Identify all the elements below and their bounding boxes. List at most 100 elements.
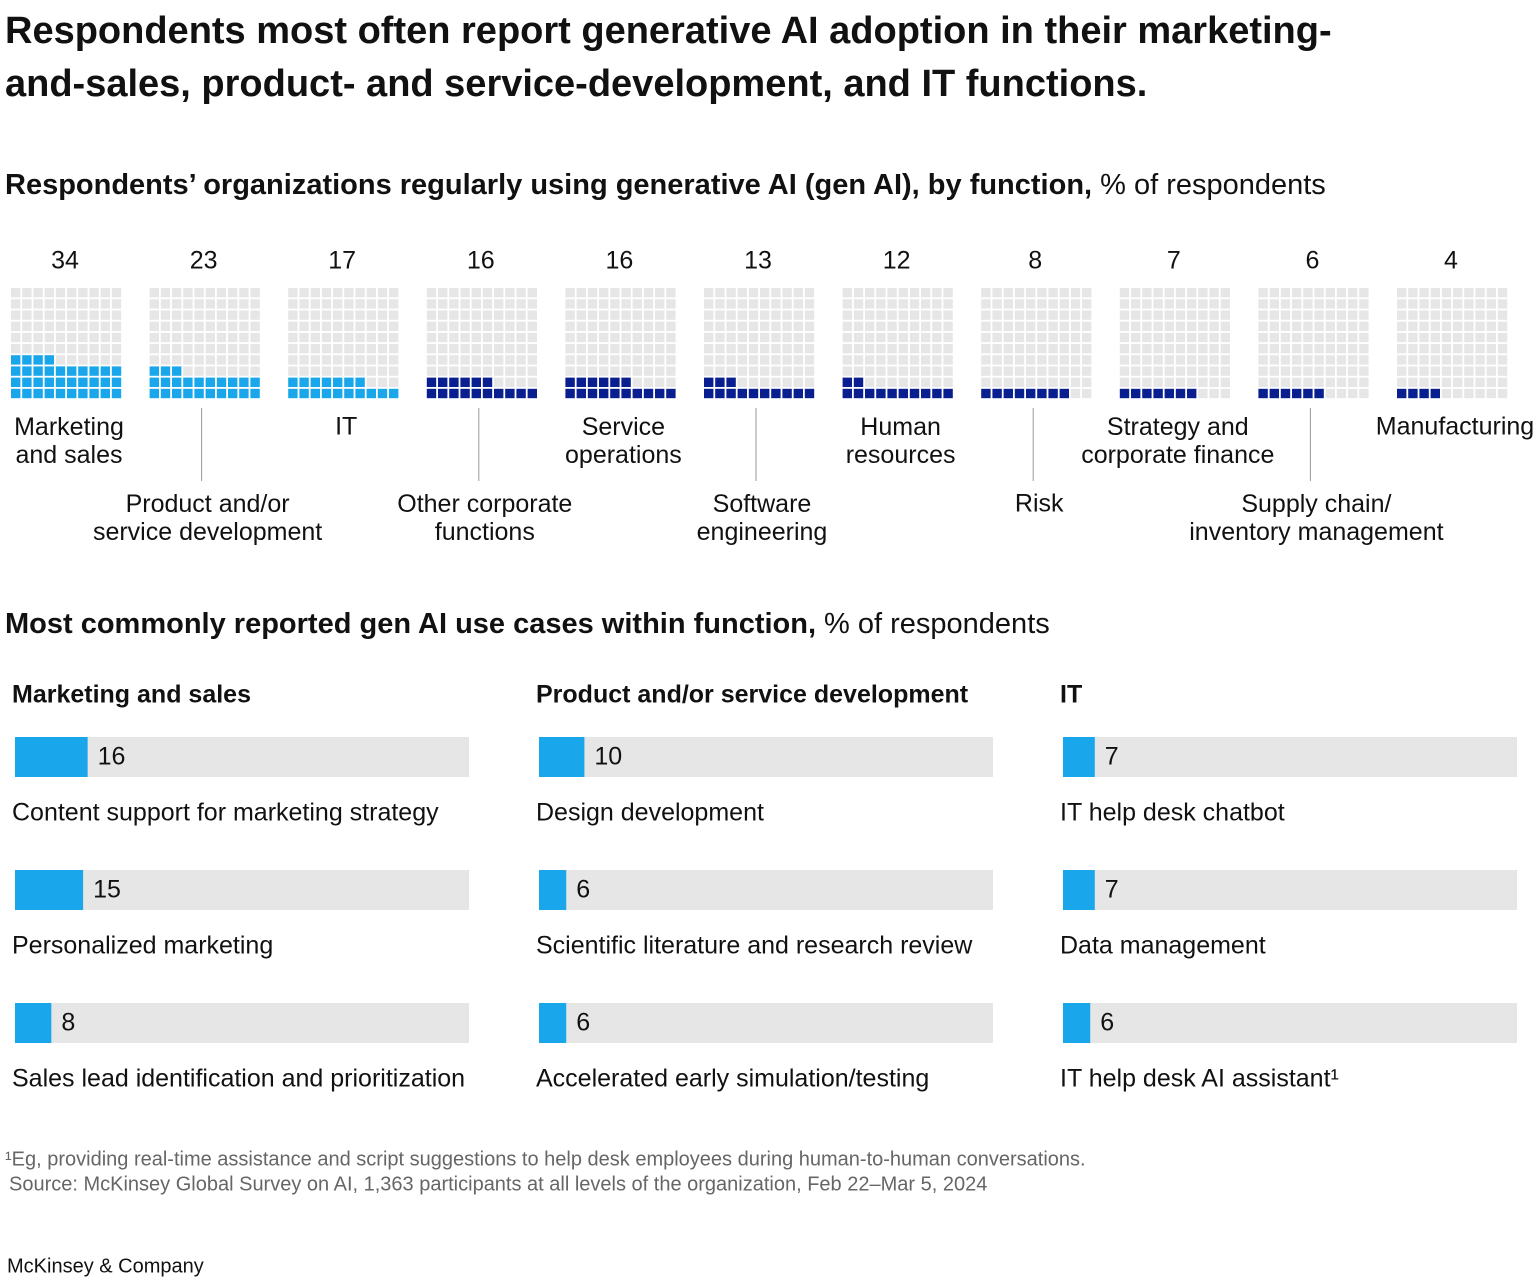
waffle-cell [160, 288, 171, 298]
waffle-cell [909, 366, 920, 376]
waffle-cell [1164, 299, 1174, 309]
waffle-cell-filled [599, 388, 609, 399]
waffle-cell [704, 299, 714, 309]
waffle-cell [355, 344, 365, 354]
waffle-cell [1453, 388, 1463, 399]
waffle-cell [748, 366, 759, 376]
bar-track [539, 1003, 993, 1043]
waffle-cell [366, 377, 376, 387]
waffle-cell [1497, 344, 1508, 354]
waffle-cell [1464, 332, 1474, 343]
waffle-cell [1397, 321, 1407, 331]
waffle-cell [89, 355, 99, 365]
waffle-cell [943, 355, 953, 365]
waffle-cell [471, 332, 481, 343]
waffle-cell-filled [909, 388, 920, 399]
waffle-cell-filled [239, 388, 249, 399]
waffle-cell [1430, 310, 1440, 320]
waffle-cell [355, 355, 365, 365]
waffle-cell [587, 288, 598, 298]
waffle-cell-filled [250, 388, 260, 399]
waffle-cell [1464, 388, 1474, 399]
waffle-cell-filled [655, 388, 665, 399]
waffle-cell [726, 288, 736, 298]
waffle-cell [1325, 377, 1335, 387]
waffle-cell [804, 299, 815, 309]
waffle-cell [194, 310, 204, 320]
waffle-cell [865, 344, 875, 354]
waffle-cell [22, 332, 32, 343]
waffle-cell [1397, 344, 1407, 354]
waffle-cell [1164, 332, 1174, 343]
waffle-cell [1408, 310, 1418, 320]
bar [1063, 1003, 1091, 1043]
waffle-cell-filled [100, 377, 110, 387]
waffle-cell [78, 288, 88, 298]
waffle-cell [1220, 377, 1230, 387]
waffle-cell [1164, 288, 1174, 298]
waffle-cell [771, 310, 781, 320]
waffle-cell-filled [299, 388, 309, 399]
waffle-cell [943, 377, 953, 387]
waffle-cell-filled [44, 388, 54, 399]
waffle-cell-filled [1037, 388, 1047, 399]
waffle-cell [250, 332, 260, 343]
waffle-cell-filled [587, 388, 598, 399]
waffle-cell [1082, 332, 1092, 343]
waffle-cell-filled [344, 377, 354, 387]
waffle-cell [482, 344, 493, 354]
waffle-cell [33, 321, 43, 331]
waffle-cell [655, 332, 665, 343]
waffle-cell [610, 288, 620, 298]
waffle-cell [876, 310, 886, 320]
waffle-cell [389, 310, 399, 320]
waffle-cell [149, 288, 159, 298]
waffle-cell [1486, 366, 1496, 376]
waffle-cell [1453, 332, 1463, 343]
waffle-cell-filled [1131, 388, 1141, 399]
waffle-cell [377, 366, 388, 376]
waffle-cell [1453, 310, 1463, 320]
waffle-cell [172, 321, 182, 331]
waffle-cell [898, 377, 908, 387]
waffle-cell [11, 332, 21, 343]
waffle-cell [1142, 366, 1152, 376]
waffle-cell [576, 310, 586, 320]
waffle-cell [228, 366, 238, 376]
waffle-cell-filled [1003, 388, 1013, 399]
waffle-cell-filled [621, 377, 631, 387]
waffle-cell [599, 299, 609, 309]
waffle-cell [527, 299, 537, 309]
waffle-cell-filled [426, 377, 437, 387]
waffle-cell [1082, 355, 1092, 365]
waffle-cell [1037, 355, 1047, 365]
waffle-cell [449, 366, 459, 376]
waffle-cell [932, 332, 942, 343]
waffle-cell [449, 344, 459, 354]
waffle-cell [1314, 288, 1324, 298]
waffle-cell [216, 299, 227, 309]
waffle-cell [610, 299, 620, 309]
waffle-cell [310, 321, 320, 331]
waffle-cell [194, 366, 204, 376]
waffle-cell [804, 355, 815, 365]
waffle-cell [516, 321, 526, 331]
waffle-cell [1303, 332, 1313, 343]
waffle-cell [793, 377, 803, 387]
waffle-cell-filled [344, 388, 354, 399]
waffle-cell [299, 310, 309, 320]
waffle-cell-filled [527, 388, 537, 399]
waffle-cell [389, 344, 399, 354]
waffle-cell-filled [205, 377, 215, 387]
waffle-cell-filled [842, 377, 852, 387]
waffle-cell [1497, 321, 1508, 331]
waffle-cell [1336, 310, 1347, 320]
waffle-cell-filled [715, 388, 725, 399]
waffle-cell [494, 344, 504, 354]
waffle-cell [482, 321, 493, 331]
waffle-cell [992, 366, 1002, 376]
waffle-cell [853, 332, 864, 343]
waffle-cell [44, 299, 54, 309]
waffle-cell [1164, 377, 1174, 387]
waffle-cell [149, 310, 159, 320]
